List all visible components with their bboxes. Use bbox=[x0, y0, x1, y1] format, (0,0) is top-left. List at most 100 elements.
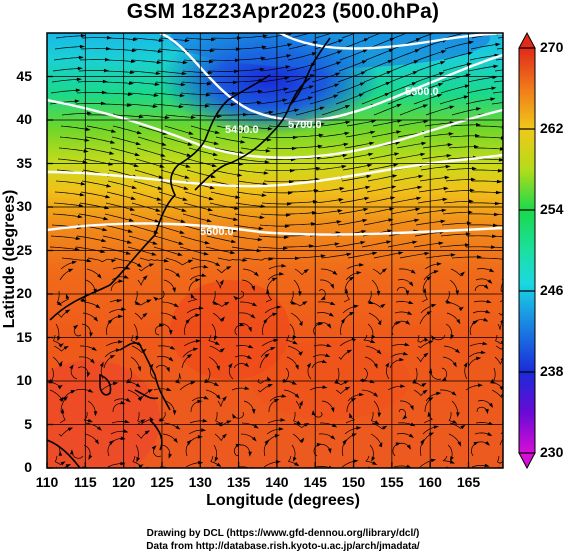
wind-arrowhead bbox=[443, 186, 449, 191]
streamline bbox=[156, 70, 184, 74]
streamline bbox=[494, 356, 503, 365]
wind-arrowhead bbox=[240, 140, 246, 144]
wind-arrowhead bbox=[353, 304, 359, 309]
streamline bbox=[389, 71, 416, 83]
colorbar-tick-label: 230 bbox=[540, 444, 564, 460]
wind-arrowhead bbox=[438, 83, 444, 87]
streamline bbox=[134, 290, 138, 305]
streamline bbox=[208, 356, 219, 369]
wind-arrowhead bbox=[386, 70, 392, 75]
streamline bbox=[237, 35, 265, 39]
wind-arrowhead bbox=[351, 433, 357, 437]
streamline bbox=[417, 341, 431, 349]
wind-arrowhead bbox=[408, 300, 414, 304]
streamline bbox=[161, 301, 177, 307]
streamline bbox=[71, 452, 84, 459]
streamline bbox=[289, 33, 312, 39]
streamline bbox=[268, 125, 297, 127]
x-tick-label: 115 bbox=[74, 474, 97, 490]
wind-arrowhead bbox=[367, 163, 373, 168]
streamline bbox=[446, 312, 460, 322]
streamline bbox=[465, 98, 493, 105]
streamline bbox=[492, 91, 503, 94]
streamline bbox=[241, 279, 255, 289]
wind-arrowhead bbox=[120, 400, 126, 405]
wind-arrowhead bbox=[125, 251, 132, 255]
wind-arrowhead bbox=[190, 381, 196, 385]
streamline bbox=[389, 359, 402, 369]
wind-arrowhead bbox=[485, 309, 491, 314]
streamline bbox=[190, 400, 200, 413]
streamline bbox=[289, 179, 317, 182]
streamline bbox=[415, 220, 443, 226]
streamline bbox=[449, 422, 464, 429]
wind-arrowhead bbox=[463, 95, 469, 99]
wind-arrowhead bbox=[252, 302, 258, 307]
streamline bbox=[496, 191, 503, 193]
streamline bbox=[370, 411, 378, 424]
wind-arrowhead bbox=[175, 272, 181, 278]
wind-arrowhead bbox=[86, 111, 92, 115]
streamline bbox=[293, 134, 321, 138]
wind-arrowhead bbox=[232, 413, 237, 419]
wind-arrowhead bbox=[460, 424, 466, 430]
streamline bbox=[263, 33, 291, 39]
streamline bbox=[259, 224, 287, 227]
streamline bbox=[367, 290, 372, 304]
streamline bbox=[259, 354, 268, 369]
streamline bbox=[313, 323, 321, 336]
wind-arrowhead bbox=[428, 397, 434, 402]
wind-arrowhead bbox=[111, 259, 117, 263]
streamline bbox=[155, 290, 165, 300]
wind-arrowhead bbox=[445, 164, 451, 169]
wind-arrowhead bbox=[506, 397, 511, 402]
contour-label: 5500.0 bbox=[405, 86, 439, 98]
streamline bbox=[266, 278, 275, 292]
wind-arrowhead bbox=[116, 298, 122, 303]
streamline bbox=[59, 269, 71, 281]
streamline bbox=[128, 92, 156, 96]
streamline bbox=[309, 386, 325, 391]
wind-arrowhead bbox=[404, 342, 410, 347]
streamline bbox=[340, 186, 368, 193]
wind-arrowhead bbox=[364, 196, 370, 201]
wind-arrowhead bbox=[286, 54, 292, 58]
streamline bbox=[340, 320, 344, 336]
streamline bbox=[50, 367, 54, 383]
wind-arrowhead bbox=[130, 59, 136, 64]
colorbar-tick-label: 262 bbox=[540, 120, 564, 136]
streamline bbox=[217, 398, 226, 408]
streamline bbox=[260, 213, 288, 216]
wind-arrowhead bbox=[494, 201, 500, 206]
streamline bbox=[367, 175, 395, 182]
wind-arrowhead bbox=[470, 177, 476, 182]
wind-arrowhead bbox=[316, 442, 322, 447]
wind-arrowhead bbox=[451, 391, 457, 396]
x-tick-label: 120 bbox=[111, 474, 136, 490]
streamline bbox=[424, 263, 439, 270]
wind-arrowhead bbox=[168, 453, 172, 459]
streamline bbox=[269, 395, 284, 402]
wind-arrowhead bbox=[476, 356, 482, 361]
streamline bbox=[472, 180, 500, 183]
streamline bbox=[311, 221, 339, 226]
streamline bbox=[286, 223, 314, 226]
wind-arrowhead bbox=[214, 335, 218, 341]
streamline bbox=[396, 286, 408, 293]
streamline bbox=[135, 158, 162, 167]
wind-arrowhead bbox=[490, 97, 496, 101]
wind-arrowhead bbox=[75, 88, 81, 93]
streamline bbox=[295, 107, 323, 116]
y-tick-label: 30 bbox=[16, 198, 32, 214]
wind-arrowhead bbox=[372, 461, 378, 465]
wind-arrowhead bbox=[101, 238, 107, 243]
streamline bbox=[135, 444, 139, 460]
wind-arrowhead bbox=[205, 93, 211, 97]
streamline bbox=[289, 290, 294, 304]
wind-arrowhead bbox=[396, 103, 402, 108]
streamline bbox=[113, 114, 141, 118]
x-tick-label: 130 bbox=[188, 474, 212, 490]
streamline bbox=[430, 371, 442, 380]
wind-arrowhead bbox=[216, 365, 220, 371]
wind-arrowhead bbox=[337, 209, 343, 213]
